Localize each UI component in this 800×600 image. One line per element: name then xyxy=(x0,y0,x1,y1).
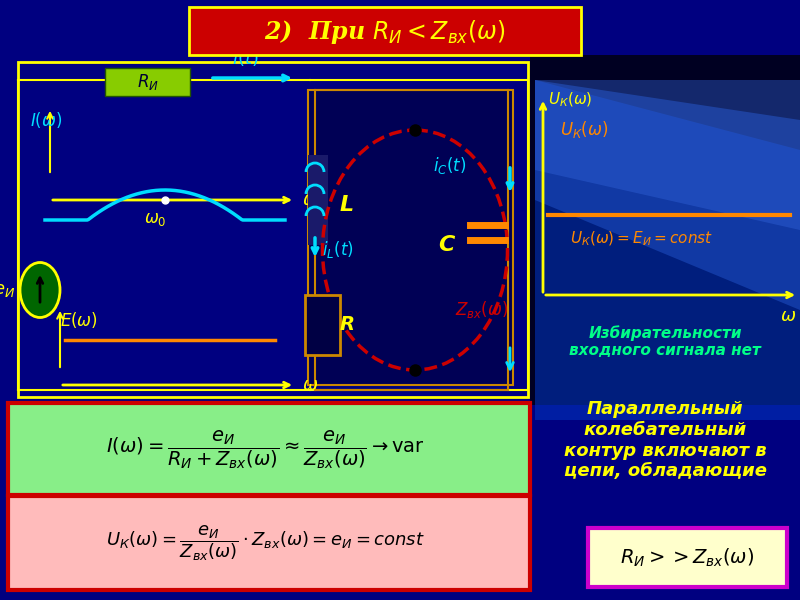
Text: $\omega_0$: $\omega_0$ xyxy=(144,210,166,228)
Text: R: R xyxy=(340,316,355,335)
Text: $\omega$: $\omega$ xyxy=(780,307,796,325)
Text: Параллельный
колебательный
контур включают в
цепи, обладающие: Параллельный колебательный контур включа… xyxy=(563,400,766,481)
Text: $Z_{вх}(\omega)$: $Z_{вх}(\omega)$ xyxy=(455,299,509,320)
Text: $i_C(t)$: $i_C(t)$ xyxy=(434,154,466,175)
Bar xyxy=(530,55,800,405)
Text: $i_L(t)$: $i_L(t)$ xyxy=(322,239,354,260)
Text: C: C xyxy=(438,235,455,255)
Text: $I(\omega)$: $I(\omega)$ xyxy=(30,110,62,130)
Text: Избирательности
входного сигнала нет: Избирательности входного сигнала нет xyxy=(569,325,761,358)
Text: $I(\omega) = \dfrac{e_И}{R_И + Z_{вх}(\omega)} \approx \dfrac{e_И}{Z_{вх}(\omega: $I(\omega) = \dfrac{e_И}{R_И + Z_{вх}(\o… xyxy=(106,428,425,472)
Text: $\omega$: $\omega$ xyxy=(302,376,318,394)
Bar xyxy=(105,68,190,96)
Text: 2)  При $\mathit{R}_{\mathit{И}} < Z_{\mathit{вх}}(\omega)$: 2) При $\mathit{R}_{\mathit{И}} < Z_{\ma… xyxy=(264,18,506,46)
Text: $e_И$: $e_И$ xyxy=(0,281,15,299)
Text: $R_И >> Z_{вх}(\omega)$: $R_И >> Z_{вх}(\omega)$ xyxy=(620,547,754,569)
Ellipse shape xyxy=(20,263,60,317)
FancyBboxPatch shape xyxy=(189,7,581,55)
Text: $E(\omega)$: $E(\omega)$ xyxy=(60,310,98,330)
FancyBboxPatch shape xyxy=(588,528,787,587)
Bar xyxy=(308,90,513,385)
Text: $R_И$: $R_И$ xyxy=(137,72,159,92)
Text: $\omega$: $\omega$ xyxy=(302,191,318,209)
Text: $U_К(\omega) = \dfrac{e_И}{Z_{вх}(\omega)} \cdot Z_{вх}(\omega) = e_И = const$: $U_К(\omega) = \dfrac{e_И}{Z_{вх}(\omega… xyxy=(106,523,425,563)
Polygon shape xyxy=(535,80,800,230)
Text: $U_К(\omega)$: $U_К(\omega)$ xyxy=(548,91,593,109)
Polygon shape xyxy=(535,80,800,310)
Text: $i(t)$: $i(t)$ xyxy=(232,48,258,68)
Text: $U_К(\omega)$: $U_К(\omega)$ xyxy=(560,119,609,140)
Text: $U_К(\omega) =E_И =const$: $U_К(\omega) =E_И =const$ xyxy=(570,230,713,248)
Text: L: L xyxy=(340,195,354,215)
Bar xyxy=(305,295,340,355)
Bar xyxy=(18,62,528,397)
FancyBboxPatch shape xyxy=(8,496,530,590)
Bar xyxy=(308,155,328,245)
Polygon shape xyxy=(535,80,800,420)
FancyBboxPatch shape xyxy=(8,403,530,495)
